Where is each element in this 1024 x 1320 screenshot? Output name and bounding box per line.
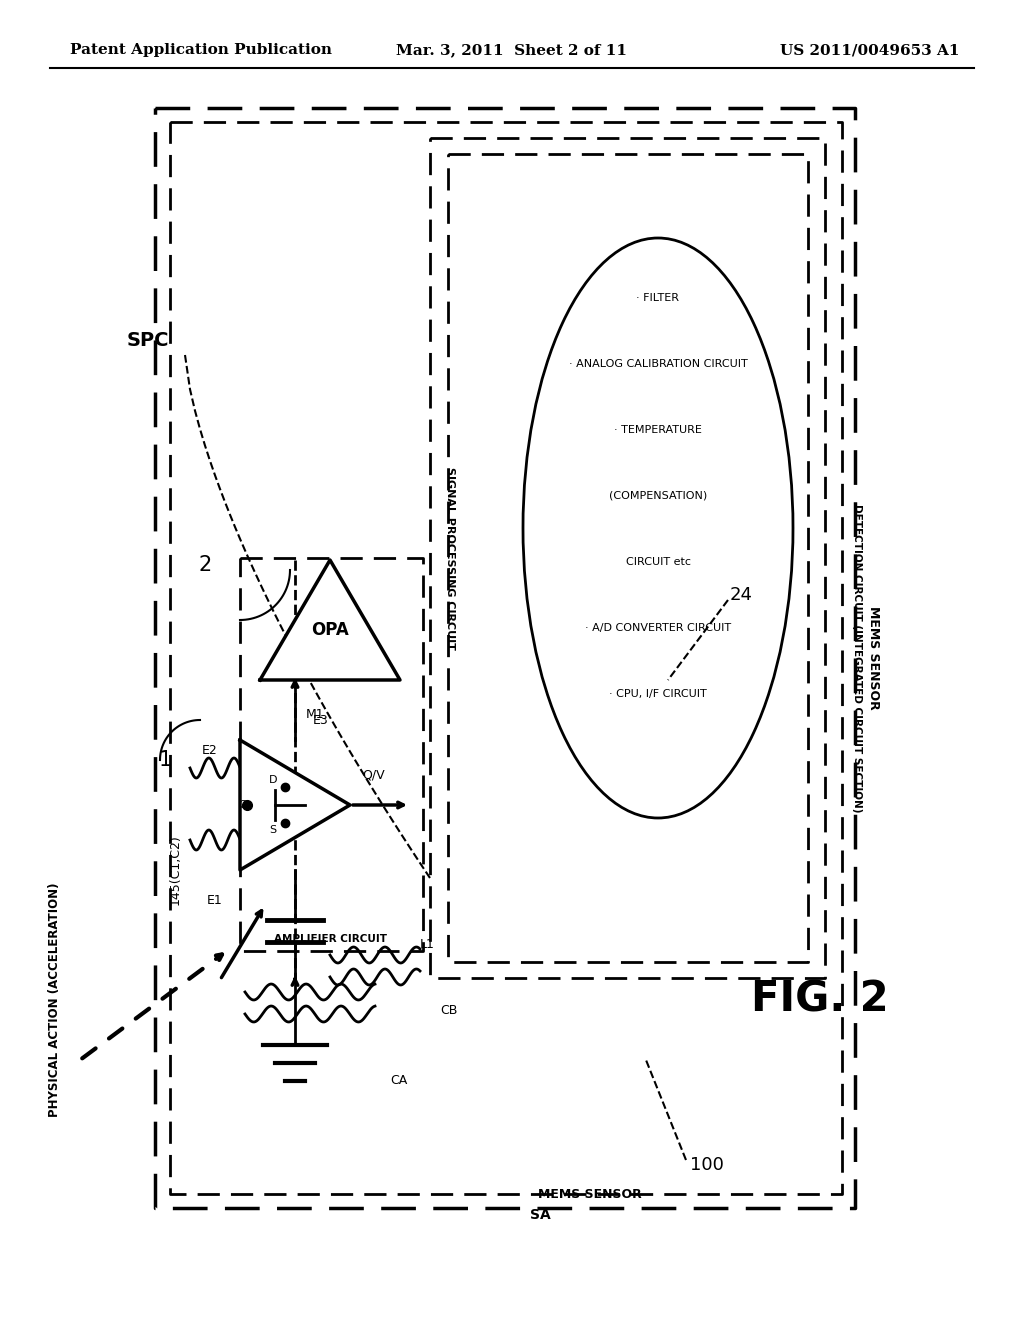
Text: G: G bbox=[239, 800, 248, 810]
Text: E3: E3 bbox=[313, 714, 329, 726]
Ellipse shape bbox=[523, 238, 793, 818]
Text: 145(C1,C2): 145(C1,C2) bbox=[169, 834, 181, 906]
Text: · TEMPERATURE: · TEMPERATURE bbox=[614, 425, 701, 436]
Polygon shape bbox=[260, 560, 400, 680]
Text: M1: M1 bbox=[306, 709, 325, 722]
Text: MEMS SENSOR: MEMS SENSOR bbox=[539, 1188, 642, 1201]
Text: OPA: OPA bbox=[311, 620, 349, 639]
Text: L1: L1 bbox=[420, 939, 435, 952]
Text: CA: CA bbox=[390, 1073, 408, 1086]
Text: FIG. 2: FIG. 2 bbox=[752, 979, 889, 1020]
Text: Patent Application Publication: Patent Application Publication bbox=[70, 44, 332, 57]
Text: · FILTER: · FILTER bbox=[637, 293, 680, 304]
Text: PHYSICAL ACTION (ACCELERATION): PHYSICAL ACTION (ACCELERATION) bbox=[48, 883, 61, 1117]
Text: E1: E1 bbox=[207, 894, 223, 907]
Text: Q/V: Q/V bbox=[362, 768, 385, 781]
Polygon shape bbox=[240, 741, 350, 870]
Text: E2: E2 bbox=[202, 743, 218, 756]
Text: 100: 100 bbox=[690, 1156, 724, 1173]
Text: 1: 1 bbox=[159, 750, 172, 770]
Text: SIGNAL PROCESSING CIRCUIT: SIGNAL PROCESSING CIRCUIT bbox=[445, 466, 455, 649]
Text: MEMS SENSOR: MEMS SENSOR bbox=[866, 606, 880, 710]
Text: SPC: SPC bbox=[127, 330, 169, 350]
Text: · ANALOG CALIBRATION CIRCUIT: · ANALOG CALIBRATION CIRCUIT bbox=[568, 359, 748, 370]
Text: 24: 24 bbox=[730, 586, 753, 605]
Text: · A/D CONVERTER CIRCUIT: · A/D CONVERTER CIRCUIT bbox=[585, 623, 731, 634]
Text: 2: 2 bbox=[199, 554, 212, 576]
Text: US 2011/0049653 A1: US 2011/0049653 A1 bbox=[780, 44, 961, 57]
Text: AMPLIFIER CIRCUIT: AMPLIFIER CIRCUIT bbox=[274, 935, 387, 944]
Text: (COMPENSATION): (COMPENSATION) bbox=[609, 491, 708, 502]
Text: SA: SA bbox=[529, 1208, 550, 1222]
Text: DETECTION CIRCUIT (INTEGRATED CIRCUIT SECTION): DETECTION CIRCUIT (INTEGRATED CIRCUIT SE… bbox=[852, 504, 862, 812]
Text: Mar. 3, 2011  Sheet 2 of 11: Mar. 3, 2011 Sheet 2 of 11 bbox=[396, 44, 628, 57]
Text: D: D bbox=[268, 775, 278, 785]
Text: CIRCUIT etc: CIRCUIT etc bbox=[626, 557, 690, 568]
Text: S: S bbox=[269, 825, 276, 836]
Text: CB: CB bbox=[440, 1003, 458, 1016]
Text: · CPU, I/F CIRCUIT: · CPU, I/F CIRCUIT bbox=[609, 689, 707, 700]
